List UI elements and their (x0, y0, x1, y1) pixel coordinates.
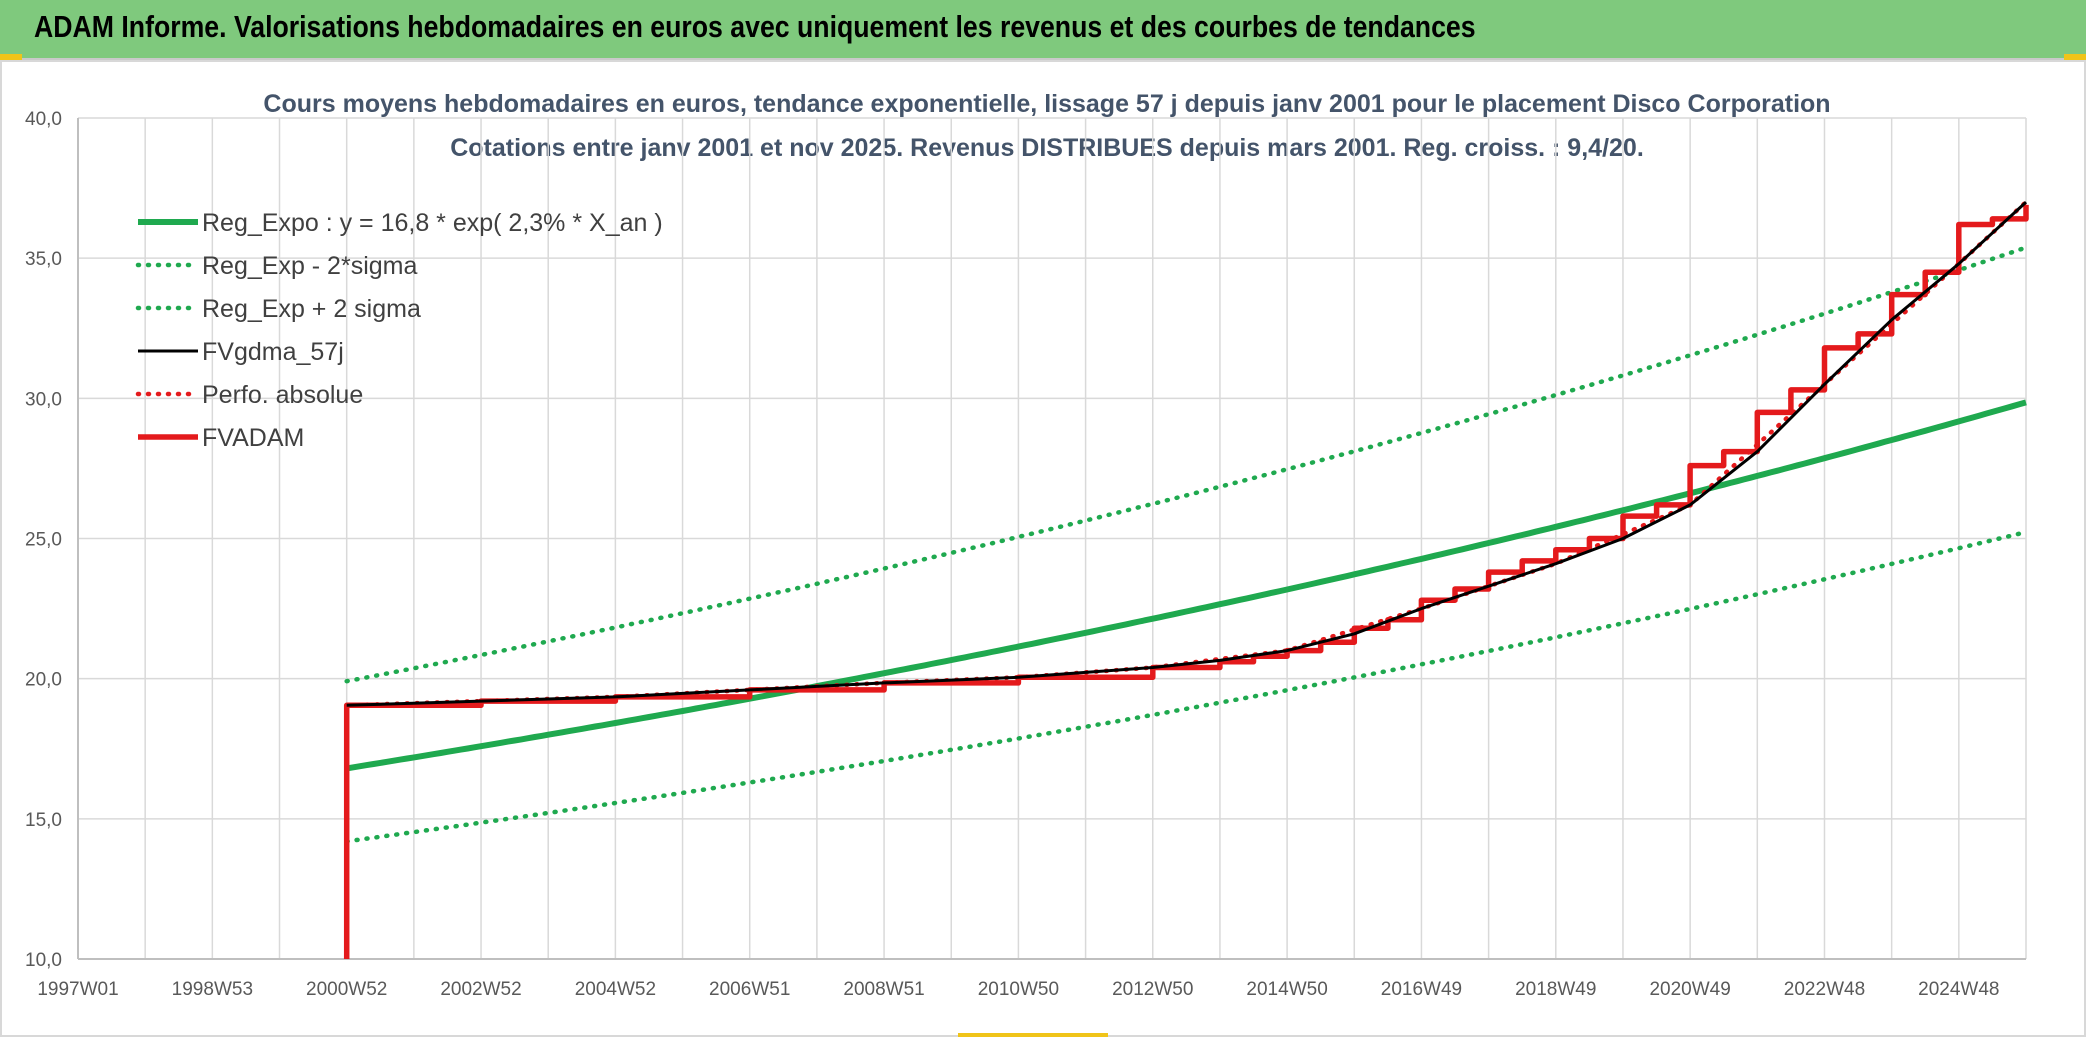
corner-accent-left (0, 54, 22, 62)
report-title: ADAM Informe. Valorisations hebdomadaire… (34, 9, 1476, 44)
x-tick-label: 2014W50 (1246, 979, 1327, 1000)
y-tick-label: 25,0 (25, 530, 62, 551)
y-tick-label: 35,0 (25, 249, 62, 270)
series-layer (343, 199, 2029, 959)
x-tick-label: 2002W52 (440, 979, 521, 1000)
series-line-5 (343, 204, 2029, 959)
grid-lines (77, 117, 2027, 960)
x-tick-label: 1998W53 (172, 979, 253, 1000)
report-banner: ADAM Informe. Valorisations hebdomadaire… (0, 0, 2086, 60)
series-line-0 (346, 399, 2027, 772)
x-tick-label: 2018W49 (1515, 979, 1596, 1000)
series-line-4 (344, 199, 2029, 708)
y-tick-label: 30,0 (25, 389, 62, 410)
x-tick-label: 2006W51 (709, 979, 790, 1000)
y-tick-label: 40,0 (25, 109, 62, 130)
x-tick-label: 1997W01 (37, 979, 118, 1000)
x-tick-label: 2020W49 (1649, 979, 1730, 1000)
x-tick-label: 2016W49 (1381, 979, 1462, 1000)
chart-title: Cours moyens hebdomadaires en euros, ten… (263, 90, 1830, 118)
chart-subtitle: Cotations entre janv 2001 et nov 2025. R… (450, 134, 1644, 162)
x-tick-label: 2004W52 (575, 979, 656, 1000)
legend-label-3: FVgdma_57j (202, 338, 344, 366)
y-tick-label: 15,0 (25, 810, 62, 831)
legend-label-1: Reg_Exp - 2*sigma (202, 252, 417, 280)
series-line-1 (344, 529, 2029, 844)
y-tick-label: 10,0 (25, 950, 62, 971)
series-line-3 (346, 200, 2028, 707)
x-axis-tick-labels: 1997W01 1998W53 2000W52 2002W52 2004W52 2006W… (37, 979, 1999, 1000)
corner-accent-right (2064, 54, 2086, 62)
legend-label-0: Reg_Expo : y = 16,8 * exp( 2,3% * X_an ) (202, 209, 663, 237)
x-tick-label: 2022W48 (1784, 979, 1865, 1000)
x-tick-label: 2012W50 (1112, 979, 1193, 1000)
bottom-accent (958, 1033, 1108, 1037)
x-tick-label: 2008W51 (843, 979, 924, 1000)
x-tick-label: 2024W48 (1918, 979, 1999, 1000)
legend-label-4: Perfo. absolue (202, 381, 363, 409)
legend-label-5: FVADAM (202, 424, 304, 452)
x-tick-label: 2010W50 (978, 979, 1059, 1000)
x-tick-label: 2000W52 (306, 979, 387, 1000)
y-axis-tick-labels: 10,0 15,0 20,0 25,0 30,0 35,0 40,0 (25, 109, 62, 971)
legend-label-2: Reg_Exp + 2 sigma (202, 295, 421, 323)
legend: Reg_Expo : y = 16,8 * exp( 2,3% * X_an )… (135, 209, 663, 452)
series-line-2 (344, 245, 2029, 684)
y-tick-label: 20,0 (25, 670, 62, 691)
